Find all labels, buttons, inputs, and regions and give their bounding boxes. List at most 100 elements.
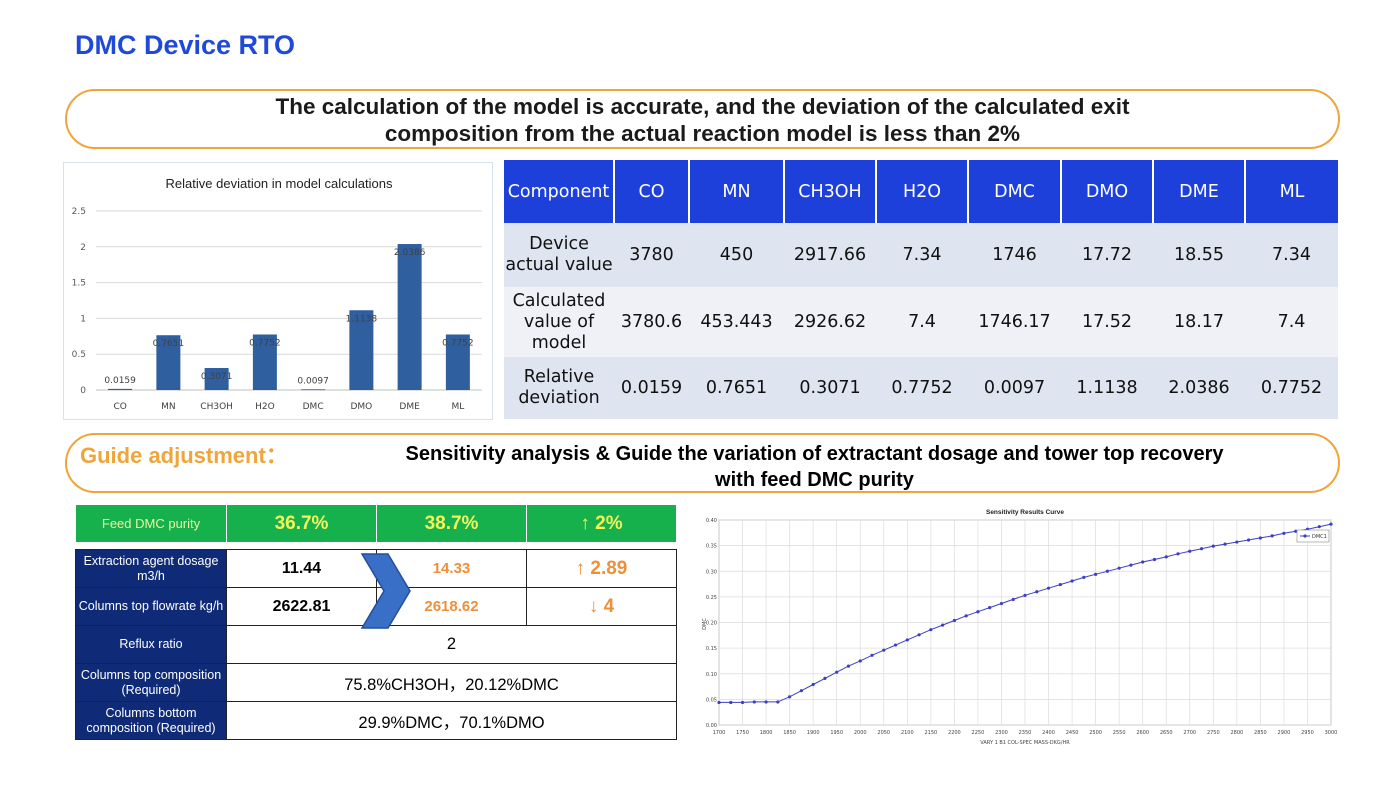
reflux-value: 2 [226, 625, 677, 664]
table-cell: 0.0097 [968, 357, 1061, 419]
table-row: Columns bottom composition (Required) 29… [75, 701, 677, 740]
legend-box [1296, 529, 1330, 543]
y-tick-label: 0.15 [706, 646, 717, 652]
bar [301, 389, 326, 391]
data-point [870, 653, 874, 657]
x-tick-label: 1850 [783, 730, 796, 736]
data-point [1046, 586, 1051, 590]
guide-banner-line-2: with feed DMC purity [715, 469, 914, 491]
x-tick-label: 1750 [736, 730, 749, 736]
data-point [858, 659, 862, 663]
data-point [1058, 582, 1062, 587]
x-tick-label: 2800 [1230, 730, 1243, 736]
y-tick-label: 0.05 [706, 697, 717, 703]
sensitivity-line-chart: Sensitivity Results Curve 0.00 0.05 0.10 0.1… [699, 504, 1339, 766]
data-point [835, 670, 839, 674]
table-cell: 450 [689, 223, 784, 287]
table-cell: 2917.66 [784, 223, 876, 287]
guide-banner-text: Sensitivity analysis & Guide the variati… [337, 441, 1292, 493]
table-cell: 7.4 [1245, 287, 1338, 357]
table-cell: 1.1138 [1061, 357, 1153, 419]
component-table-header-row: Component CO MN CH3OH H2O DMC DMO DME ML [504, 160, 1338, 223]
deviation-bar-chart-svg: Relative deviation in model calculations… [72, 176, 482, 412]
data-point [1188, 549, 1192, 553]
data-point [1247, 538, 1251, 542]
table-row: Columns top composition (Required) 75.8%… [75, 663, 677, 702]
data-point [1035, 590, 1039, 594]
data-point [1270, 534, 1274, 538]
x-tick-label: 2600 [1136, 730, 1149, 736]
extraction-label: Extraction agent dosage m3/h [75, 549, 227, 588]
bar [108, 388, 133, 390]
table-row: Reflux ratio 2 [75, 625, 677, 664]
data-point [823, 676, 827, 680]
row-label-calculated: Calculated value of model [504, 287, 614, 357]
data-label: 0.0097 [297, 376, 329, 386]
data-point [1070, 579, 1074, 583]
data-point [1129, 563, 1133, 567]
header-h2o: H2O [876, 160, 969, 223]
table-cell: 18.55 [1153, 223, 1245, 287]
legend-label: DMC1 [1312, 534, 1327, 540]
header-dmo: DMO [1061, 160, 1154, 223]
x-tick-label: 2250 [972, 730, 985, 736]
data-point [999, 601, 1004, 606]
table-cell: 3780.6 [614, 287, 689, 357]
data-point [729, 700, 733, 705]
x-tick-label: 2150 [924, 730, 937, 736]
table-row: Columns top flowrate kg/h 2622.81 2618.6… [75, 587, 677, 626]
bar [397, 244, 422, 390]
header-mn: MN [689, 160, 785, 223]
data-point [1294, 529, 1298, 533]
y-tick-label: 2.5 [72, 207, 86, 217]
data-label: 0.0159 [104, 376, 136, 386]
data-point [1152, 557, 1157, 562]
x-tick-label: 2400 [1042, 730, 1055, 736]
data-point [917, 633, 921, 637]
y-tick-label: 0.10 [706, 672, 717, 678]
table-cell: 453.443 [689, 287, 784, 357]
bar [156, 335, 181, 390]
extraction-delta: ↑ 2.89 [526, 549, 677, 588]
x-tick-label: 1800 [760, 730, 773, 736]
x-tick-label: CO [113, 402, 126, 412]
table-row: Calculated value of model 3780.6 453.443… [504, 287, 1338, 357]
table-row: Device actual value 3780 450 2917.66 7.3… [504, 223, 1338, 287]
header-ch3oh: CH3OH [784, 160, 877, 223]
y-tick-label: 1 [80, 314, 86, 324]
x-tick-label: DMC [303, 402, 324, 412]
x-tick-label: 1700 [713, 730, 726, 736]
data-point [764, 700, 768, 704]
table-cell: 2.0386 [1153, 357, 1245, 419]
bar [252, 334, 277, 390]
feed-purity-row: Feed DMC purity 36.7% 38.7% ↑ 2% [75, 504, 677, 543]
top-comp-label: Columns top composition (Required) [75, 663, 227, 702]
data-point [1082, 575, 1086, 579]
table-cell: 2926.62 [784, 287, 876, 357]
deviation-bar-chart: Relative deviation in model calculations… [63, 162, 493, 420]
data-point [893, 643, 898, 647]
accuracy-banner-text: The calculation of the model is accurate… [67, 93, 1338, 147]
guide-banner-line-1: Sensitivity analysis & Guide the variati… [405, 443, 1224, 465]
component-table: Component CO MN CH3OH H2O DMC DMO DME ML… [504, 160, 1338, 419]
y-tick-label: 0.35 [706, 544, 717, 550]
table-cell: 7.34 [1245, 223, 1338, 287]
x-tick-label: DMO [350, 402, 372, 412]
x-tick-label: 2300 [995, 730, 1008, 736]
table-cell: 1746.17 [968, 287, 1061, 357]
table-cell: 0.7752 [1245, 357, 1338, 419]
data-point [1258, 536, 1262, 540]
bar [445, 334, 470, 390]
data-point [988, 606, 992, 610]
data-label: 0.3071 [201, 372, 233, 382]
table-cell: 18.17 [1153, 287, 1245, 357]
x-tick-label: 2050 [877, 730, 890, 736]
table-cell: 0.7752 [876, 357, 968, 419]
bar [349, 310, 374, 390]
table-row: Relative deviation 0.0159 0.7651 0.3071 … [504, 357, 1338, 419]
x-tick-label: 2650 [1160, 730, 1173, 736]
legend-marker [1303, 534, 1307, 538]
data-point [788, 695, 792, 699]
x-tick-label: 2000 [854, 730, 867, 736]
table-cell: 3780 [614, 223, 689, 287]
